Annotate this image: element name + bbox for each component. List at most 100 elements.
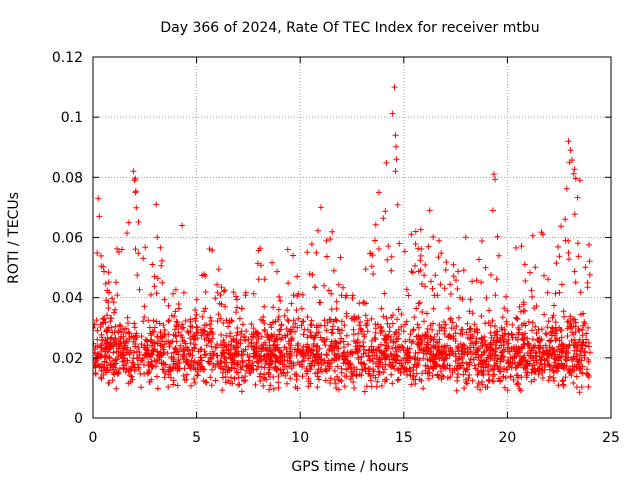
data-point: [124, 230, 130, 237]
data-point: [447, 374, 454, 380]
data-point: [317, 334, 324, 341]
data-point: [268, 324, 275, 331]
data-point: [299, 348, 306, 355]
data-point: [485, 352, 492, 358]
data-point: [555, 382, 562, 389]
data-point: [382, 336, 389, 343]
data-point: [532, 342, 538, 349]
data-point: [105, 305, 112, 312]
data-point: [478, 279, 485, 286]
data-point: [258, 262, 264, 269]
data-point: [526, 360, 533, 367]
data-point: [473, 277, 480, 284]
data-point: [401, 366, 408, 373]
data-point: [147, 338, 154, 344]
data-point: [308, 241, 315, 248]
data-point: [131, 324, 138, 331]
data-point: [378, 382, 385, 389]
data-point: [191, 379, 198, 386]
data-point: [170, 360, 177, 367]
data-point: [206, 359, 213, 365]
data-point: [309, 358, 316, 365]
data-point: [516, 303, 523, 310]
data-point: [175, 301, 182, 307]
data-point: [455, 371, 461, 377]
data-point: [468, 340, 475, 347]
data-point: [284, 331, 291, 338]
y-tick-label: 0.04: [52, 291, 83, 307]
data-point: [198, 357, 205, 364]
data-point: [550, 374, 557, 381]
data-point: [93, 321, 98, 328]
data-point: [586, 271, 593, 278]
data-point: [191, 344, 198, 351]
data-point: [131, 177, 138, 184]
data-point: [564, 333, 571, 339]
data-point: [487, 347, 494, 354]
data-point: [582, 342, 589, 349]
data-point: [555, 355, 562, 362]
data-point: [224, 366, 231, 373]
data-point: [236, 381, 243, 388]
data-point: [195, 368, 202, 375]
data-point: [510, 377, 517, 383]
data-point: [291, 346, 298, 353]
data-point: [180, 372, 187, 379]
data-point: [358, 326, 364, 333]
data-point: [230, 335, 237, 342]
data-point: [168, 353, 175, 360]
data-point: [157, 333, 164, 340]
data-point: [265, 369, 272, 376]
data-point: [500, 348, 507, 355]
data-point: [436, 336, 443, 343]
data-point: [415, 300, 422, 307]
data-point: [541, 356, 548, 363]
data-point: [93, 349, 98, 356]
data-point: [159, 257, 165, 264]
data-point: [104, 326, 110, 333]
data-point: [415, 245, 422, 252]
x-tick-label: 20: [498, 430, 516, 446]
data-point: [390, 312, 396, 319]
data-point: [532, 323, 539, 330]
data-point: [312, 353, 319, 359]
data-point: [424, 333, 431, 340]
data-point: [157, 342, 164, 349]
data-point: [393, 348, 400, 355]
data-point: [501, 333, 508, 340]
data-point: [515, 349, 522, 356]
data-point: [171, 313, 178, 320]
data-point: [547, 373, 553, 380]
data-point: [188, 382, 194, 389]
data-point: [158, 360, 165, 367]
data-point: [412, 380, 419, 387]
data-point: [234, 325, 241, 331]
data-point: [478, 313, 485, 319]
data-point: [255, 335, 262, 342]
data-point: [409, 327, 416, 334]
data-point: [336, 354, 343, 361]
data-point: [94, 250, 101, 256]
data-point: [298, 305, 305, 312]
data-point: [412, 241, 419, 247]
data-point: [578, 384, 585, 391]
data-point: [180, 324, 187, 331]
data-point: [210, 352, 217, 359]
data-point: [206, 321, 213, 328]
data-point: [223, 332, 230, 339]
y-axis-label: ROTI / TECUs: [6, 192, 22, 284]
data-point: [218, 331, 225, 338]
data-point: [276, 331, 283, 338]
data-point: [437, 368, 444, 375]
data-point: [372, 336, 379, 343]
data-point: [492, 323, 498, 330]
data-point: [321, 317, 328, 324]
data-point: [406, 345, 413, 352]
data-point: [267, 374, 273, 380]
data-point: [152, 363, 159, 370]
data-point: [369, 338, 375, 344]
data-point: [390, 339, 397, 346]
data-point: [388, 253, 395, 260]
data-point: [428, 278, 434, 285]
data-point: [453, 277, 459, 284]
